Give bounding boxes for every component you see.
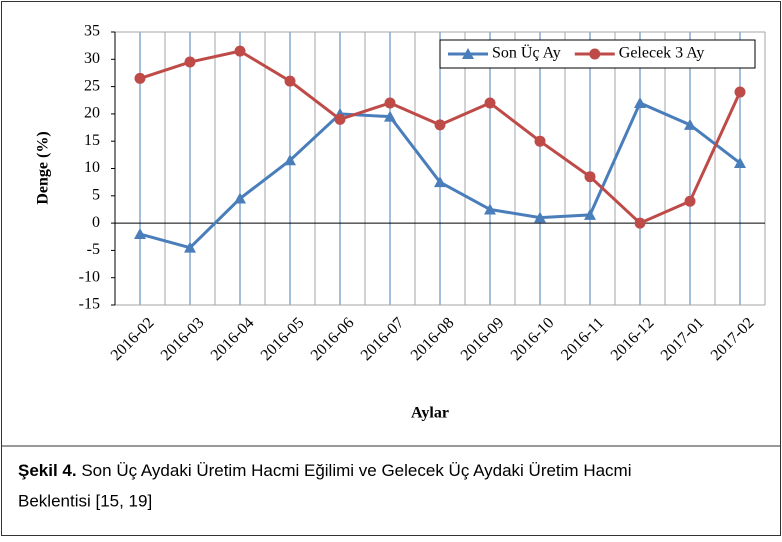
x-tick-label: 2016-02	[108, 314, 158, 364]
marker	[434, 176, 446, 188]
legend-label: Gelecek 3 Ay	[619, 45, 705, 62]
marker	[484, 97, 496, 109]
marker	[134, 72, 146, 84]
x-tick-label: 2016-07	[358, 314, 408, 364]
legend-marker	[589, 48, 601, 60]
x-tick-label: 2017-02	[708, 314, 758, 364]
y-tick-label: -10	[79, 268, 100, 285]
marker	[134, 228, 146, 240]
x-tick-label: 2016-11	[558, 314, 607, 363]
x-tick-label: 2016-05	[258, 314, 308, 364]
y-tick-label: 10	[84, 159, 100, 176]
caption-label: Şekil 4.	[18, 461, 77, 480]
marker	[734, 157, 746, 169]
caption: Şekil 4. Son Üç Aydaki Üretim Hacmi Eğil…	[18, 461, 632, 480]
x-tick-label: 2017-01	[658, 314, 708, 364]
marker	[634, 96, 646, 108]
marker	[384, 110, 396, 122]
legend-label: Son Üç Ay	[492, 44, 561, 62]
x-axis-title: Aylar	[411, 405, 449, 422]
marker	[284, 75, 296, 87]
y-tick-label: 5	[92, 186, 100, 203]
marker	[184, 56, 196, 68]
marker	[584, 171, 596, 183]
legend-marker	[462, 48, 474, 59]
y-tick-label: 25	[84, 77, 100, 94]
marker	[234, 192, 246, 204]
marker	[534, 135, 546, 147]
marker	[334, 113, 346, 125]
x-tick-label: 2016-10	[508, 314, 558, 364]
marker	[634, 217, 646, 229]
y-tick-label: 0	[92, 214, 100, 231]
marker	[184, 241, 196, 253]
caption-text: Beklentisi [15, 19]	[18, 491, 152, 510]
marker	[484, 203, 496, 215]
marker	[684, 195, 696, 207]
x-tick-label: 2016-03	[158, 314, 208, 364]
x-tick-label: 2016-06	[308, 314, 358, 364]
x-tick-label: 2016-08	[408, 314, 458, 364]
y-tick-label: -5	[87, 241, 100, 258]
marker	[684, 118, 696, 130]
y-tick-label: -15	[79, 296, 100, 313]
marker	[384, 97, 396, 109]
marker	[234, 45, 246, 57]
marker	[584, 208, 596, 220]
y-tick-label: 30	[84, 50, 100, 67]
y-tick-label: 20	[84, 105, 100, 122]
marker	[284, 154, 296, 166]
y-tick-label: 15	[84, 132, 100, 149]
caption-text: Son Üç Aydaki Üretim Hacmi Eğilimi ve Ge…	[81, 461, 631, 480]
x-tick-label: 2016-04	[208, 314, 258, 364]
x-tick-label: 2016-12	[608, 314, 658, 364]
marker	[434, 119, 446, 131]
y-tick-label: 35	[84, 23, 100, 40]
marker	[534, 211, 546, 223]
y-axis-title: Denge (%)	[35, 131, 52, 204]
marker	[734, 86, 746, 98]
x-tick-label: 2016-09	[458, 314, 508, 364]
